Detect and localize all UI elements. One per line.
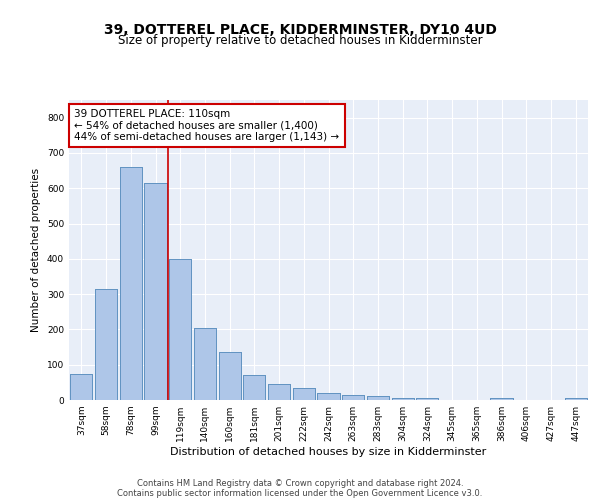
Text: 39, DOTTEREL PLACE, KIDDERMINSTER, DY10 4UD: 39, DOTTEREL PLACE, KIDDERMINSTER, DY10 …	[104, 22, 496, 36]
Bar	[194, 328, 216, 400]
Bar	[169, 259, 191, 400]
Text: Contains HM Land Registry data © Crown copyright and database right 2024.: Contains HM Land Registry data © Crown c…	[137, 478, 463, 488]
Bar	[70, 374, 92, 400]
Bar	[119, 167, 142, 400]
Bar	[490, 398, 512, 400]
Bar	[145, 183, 167, 400]
Bar	[392, 398, 414, 400]
Bar	[342, 394, 364, 400]
Y-axis label: Number of detached properties: Number of detached properties	[31, 168, 41, 332]
Bar	[268, 384, 290, 400]
Bar	[565, 398, 587, 400]
Bar	[293, 388, 315, 400]
X-axis label: Distribution of detached houses by size in Kidderminster: Distribution of detached houses by size …	[170, 447, 487, 457]
Bar	[194, 328, 216, 400]
Bar	[392, 398, 414, 400]
Bar	[317, 393, 340, 400]
Bar	[243, 376, 265, 400]
Bar	[565, 398, 587, 400]
Bar	[293, 388, 315, 400]
Bar	[367, 396, 389, 400]
Bar	[416, 398, 439, 400]
Bar	[317, 393, 340, 400]
Bar	[119, 167, 142, 400]
Bar	[95, 289, 117, 400]
Bar	[243, 376, 265, 400]
Bar	[169, 259, 191, 400]
Bar	[70, 374, 92, 400]
Text: 39 DOTTEREL PLACE: 110sqm
← 54% of detached houses are smaller (1,400)
44% of se: 39 DOTTEREL PLACE: 110sqm ← 54% of detac…	[74, 109, 340, 142]
Bar	[342, 394, 364, 400]
Bar	[416, 398, 439, 400]
Text: Size of property relative to detached houses in Kidderminster: Size of property relative to detached ho…	[118, 34, 482, 47]
Bar	[367, 396, 389, 400]
Bar	[490, 398, 512, 400]
Bar	[145, 183, 167, 400]
Text: Contains public sector information licensed under the Open Government Licence v3: Contains public sector information licen…	[118, 488, 482, 498]
Bar	[268, 384, 290, 400]
Bar	[218, 352, 241, 400]
Bar	[95, 289, 117, 400]
Bar	[218, 352, 241, 400]
